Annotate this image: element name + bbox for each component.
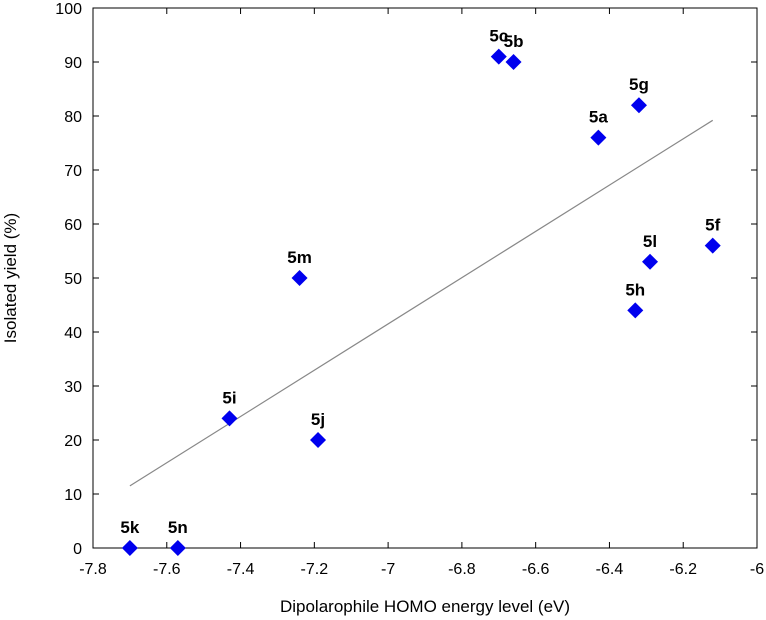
point-label-5k: 5k <box>120 518 139 537</box>
x-tick-label: -6 <box>750 561 764 578</box>
plot-frame <box>92 7 758 549</box>
point-label-5n: 5n <box>168 518 188 537</box>
data-point-5i <box>221 410 238 427</box>
x-tick-label: -7.6 <box>153 561 181 578</box>
data-point-5a <box>590 129 607 146</box>
point-label-5m: 5m <box>287 248 312 267</box>
data-point-5l <box>642 253 659 270</box>
data-point-5h <box>627 302 644 319</box>
y-tick-label: 60 <box>64 217 82 234</box>
x-tick-label: -6.6 <box>522 561 550 578</box>
point-label-5c: 5c <box>489 27 508 46</box>
point-label-5g: 5g <box>629 75 649 94</box>
trendline-group <box>129 119 714 487</box>
x-tick-label: -6.2 <box>669 561 697 578</box>
y-tick-label: 90 <box>64 55 82 72</box>
point-label-5b: 5b <box>504 32 524 51</box>
point-label-5f: 5f <box>705 216 720 235</box>
data-point-5n <box>169 540 186 556</box>
axis-ticks: -7.8 -7.6 -7.4 -7.2 -7 -6.8 -6.6 -6.4 -6.2 -6 0 10 2… <box>55 1 764 578</box>
point-label-5h: 5h <box>625 280 645 299</box>
y-tick-label: 70 <box>64 163 82 180</box>
trendline <box>129 119 714 487</box>
data-point-5m <box>291 270 308 286</box>
data-point-5j <box>310 432 327 448</box>
y-tick-label: 10 <box>64 487 82 504</box>
y-tick-label: 30 <box>64 379 82 396</box>
data-point-5b <box>505 54 522 70</box>
y-tick-label: 50 <box>64 271 82 288</box>
y-axis-title: Isolated yield (%) <box>1 213 20 343</box>
data-point-5c <box>490 48 507 65</box>
x-axis-title: Dipolarophile HOMO energy level (eV) <box>280 597 570 616</box>
data-point-5f <box>704 237 721 254</box>
data-point-5g <box>630 97 647 114</box>
x-tick-label: -6.8 <box>448 561 476 578</box>
point-label-5l: 5l <box>643 232 657 251</box>
x-tick-label: -7.2 <box>301 561 329 578</box>
y-tick-label: 0 <box>73 541 82 558</box>
data-point-5k <box>121 540 138 556</box>
x-tick-label: -6.4 <box>596 561 624 578</box>
x-tick-label: -7 <box>381 561 395 578</box>
x-tick-label: -7.4 <box>227 561 255 578</box>
y-tick-label: 100 <box>55 1 82 18</box>
point-label-5a: 5a <box>589 108 608 127</box>
point-label-5i: 5i <box>222 388 236 407</box>
y-tick-label: 20 <box>64 433 82 450</box>
y-tick-label: 80 <box>64 109 82 126</box>
y-tick-label: 40 <box>64 325 82 342</box>
point-label-5j: 5j <box>311 410 325 429</box>
x-tick-label: -7.8 <box>79 561 107 578</box>
